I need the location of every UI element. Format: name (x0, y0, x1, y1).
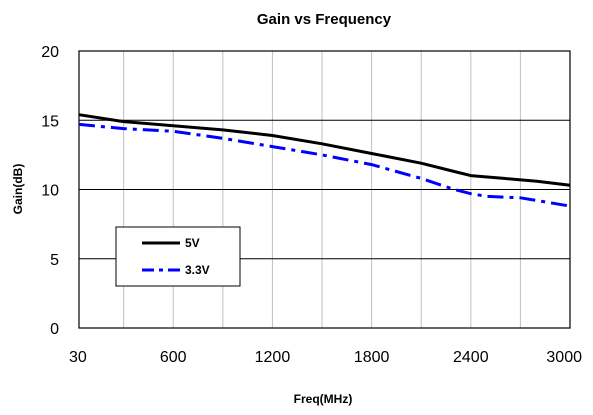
grid-lines (79, 51, 570, 328)
y-tick-label: 0 (50, 321, 59, 338)
x-axis-label: Freq(MHz) (294, 392, 353, 406)
x-tick-label: 2400 (453, 349, 489, 366)
legend-box (115, 226, 241, 287)
legend: 5V 3.3V (115, 226, 241, 287)
y-tick-label: 10 (41, 183, 59, 200)
x-tick-label: 1800 (354, 349, 390, 366)
x-tick-labels: 30 600 1200 1800 2400 3000 (69, 349, 582, 366)
y-tick-label: 20 (41, 44, 59, 61)
y-tick-labels: 0 5 10 15 20 (41, 44, 59, 338)
chart-title: Gain vs Frequency (257, 11, 392, 28)
x-tick-label: 3000 (546, 349, 582, 366)
x-tick-label: 1200 (255, 349, 291, 366)
series-layer (78, 113, 571, 208)
x-tick-label: 30 (69, 349, 87, 366)
x-tick-label: 600 (160, 349, 187, 366)
y-axis-label: Gain(dB) (11, 164, 25, 215)
series-line-1 (78, 122, 571, 208)
legend-label-3v3: 3.3V (185, 263, 210, 277)
y-tick-label: 15 (41, 113, 59, 130)
y-tick-label: 5 (50, 252, 59, 269)
legend-label-5v: 5V (185, 236, 200, 250)
series-line-0 (78, 113, 571, 187)
plot-area (78, 50, 571, 329)
